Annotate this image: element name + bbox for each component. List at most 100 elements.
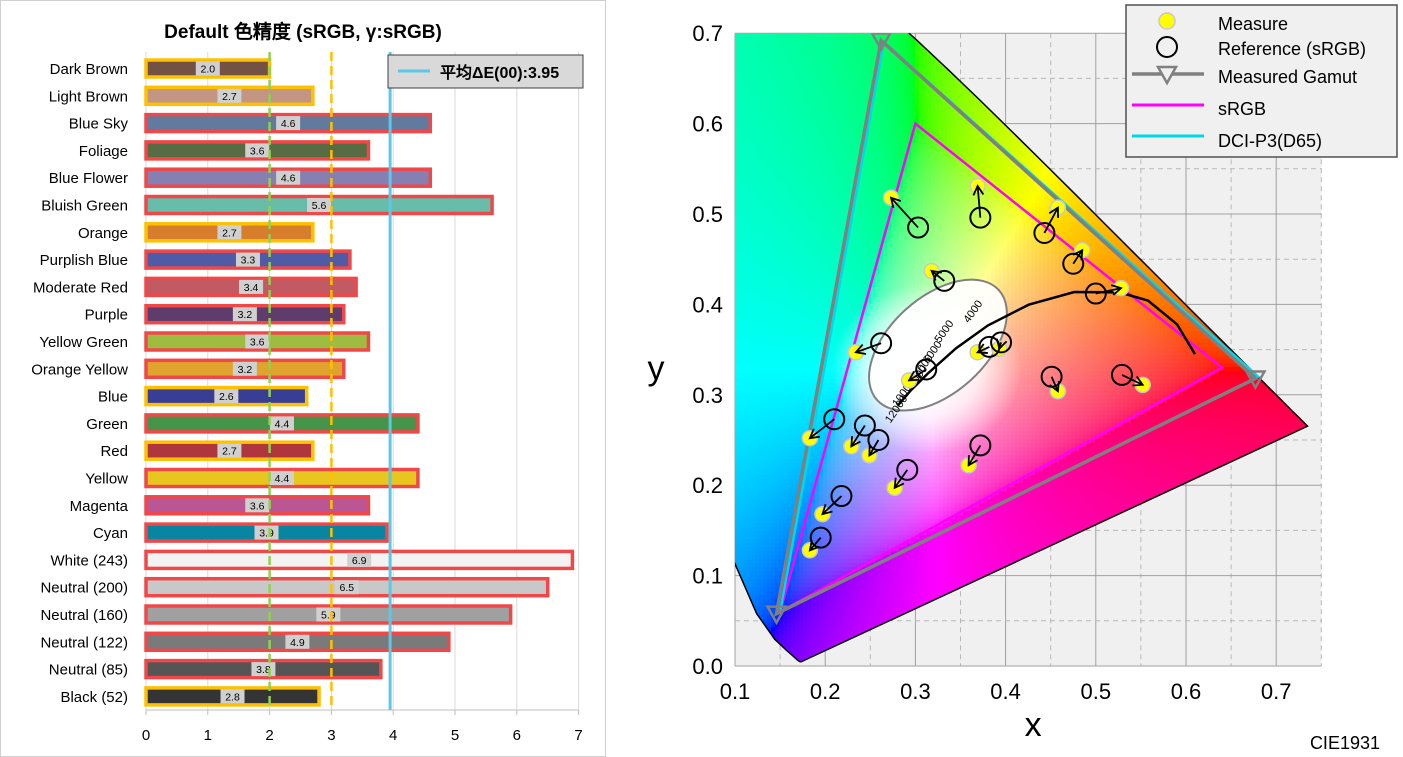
bar-category-label: Light Brown (49, 88, 128, 105)
bar-x-tick-label: 0 (142, 727, 150, 744)
bar-chart-legend: 平均ΔE(00):3.95 (387, 54, 584, 89)
reference-point (907, 216, 930, 239)
bar-category-label: Magenta (70, 498, 129, 515)
reference-point (1033, 221, 1056, 244)
error-arrow-head (808, 540, 820, 552)
error-arrow-head (1049, 380, 1060, 393)
bar-value-label: 3.6 (250, 337, 265, 349)
error-arrow (908, 368, 927, 382)
bar-value-label-bg (239, 279, 264, 294)
bar-value-label-bg (269, 416, 294, 431)
cie-x-tick-label: 0.7 (1261, 679, 1292, 704)
error-arrow-head (893, 477, 905, 490)
error-arrow-head (1072, 248, 1084, 261)
bar-category-label: Orange Yellow (31, 361, 128, 378)
cie-x-tick-label: 0.3 (900, 679, 931, 704)
bar-value-label: 4.6 (281, 118, 296, 130)
bar-value-label: 4.9 (290, 637, 305, 649)
bar-value-label: 3.6 (250, 500, 265, 512)
cie-legend-label: DCI-P3(D65) (1218, 131, 1322, 151)
cie-y-axis-label: y (648, 350, 665, 388)
bar-category-label: Red (100, 443, 128, 460)
cie1931-chromaticity-chart: 4000 5000 6000 7000 8000 10000 12000 0.1 0.2 0.3… (620, 0, 1403, 757)
bar-value-label: 2.7 (222, 446, 237, 458)
reference-point (1084, 282, 1107, 305)
srgb-triangle (778, 121, 1225, 615)
error-arrow-head (821, 504, 833, 516)
bar-category-label: White (243) (50, 552, 128, 569)
bar-value-label-bg (195, 61, 220, 76)
legend-measure-marker (1158, 12, 1176, 30)
bar-value-label-bg (245, 334, 270, 349)
measured-gamut-marker (765, 605, 788, 626)
bar-value-label-bg (316, 607, 341, 622)
bar-value-label: 3.6 (250, 145, 265, 157)
bar-value-label: 2.7 (222, 227, 237, 239)
cie-y-tick-label: 0.3 (692, 383, 723, 408)
bar-value-label-bg (285, 634, 310, 649)
bar-value-label: 3.2 (238, 309, 253, 321)
bar-value-label-bg (220, 689, 245, 704)
bar-value-label: 2.6 (219, 391, 234, 403)
cie-caption: CIE1931 (1310, 733, 1380, 753)
bar-value-label-bg (334, 580, 359, 595)
color-accuracy-bar-chart: Default 色精度 (sRGB, γ:sRGB) Dark Brown 2.0… (0, 0, 606, 757)
measured-gamut-marker (1244, 370, 1267, 391)
reference-point (823, 408, 846, 431)
bar-x-tick-label: 3 (327, 727, 335, 744)
error-arrow (809, 418, 835, 439)
bar-value-label: 3.2 (238, 364, 253, 376)
bar-value-label: 5.6 (312, 200, 327, 212)
reference-point (830, 485, 853, 508)
bar-category-label: Blue (98, 389, 128, 406)
bar-x-tick-label: 7 (574, 727, 582, 744)
bar-value-label-bg (217, 88, 242, 103)
cie-x-tick-label: 0.4 (990, 679, 1021, 704)
cie-x-tick-label: 0.6 (1171, 679, 1202, 704)
bar-category-label: Purplish Blue (40, 252, 128, 269)
bar-value-label-bg (276, 170, 301, 185)
cie-chart-legend: Measure Reference (sRGB) Measured Gamut sRG… (1125, 4, 1398, 158)
bar-value-label-bg (307, 198, 332, 212)
error-arrow-head (850, 435, 861, 448)
error-arrow-head (854, 343, 867, 355)
bar-chart-svg: Default 色精度 (sRGB, γ:sRGB) Dark Brown 2.0… (0, 0, 606, 757)
bar-category-label: Dark Brown (50, 61, 128, 78)
reference-point (933, 269, 956, 292)
error-arrow-head (930, 269, 942, 281)
bar-category-label: Neutral (200) (40, 580, 128, 597)
reference-point (969, 434, 992, 457)
bar-value-label: 6.9 (352, 555, 367, 567)
bar-value-label-bg (276, 116, 301, 131)
error-arrow-head (972, 184, 985, 196)
error-arrow-head (975, 343, 988, 354)
error-arrow-head (1048, 206, 1059, 218)
error-arrow-head (967, 454, 978, 467)
reference-point (867, 429, 890, 451)
bar-value-label-bg (217, 225, 242, 240)
cie-x-axis-label: x (1025, 706, 1042, 744)
cie-y-tick-label: 0.2 (692, 473, 723, 498)
bar-value-label: 4.6 (281, 173, 296, 185)
legend-reference-marker (1156, 36, 1178, 58)
measured-gamut-triangle (774, 36, 1259, 617)
error-arrow (893, 469, 909, 489)
bar-value-label: 3.9 (259, 528, 274, 540)
bar-value-label: 2.8 (225, 691, 240, 703)
bar-value-label: 6.5 (340, 582, 355, 594)
bar-category-label: Moderate Red (33, 279, 128, 296)
bar-x-tick-label: 4 (389, 727, 397, 744)
measured-gamut-marker (870, 33, 892, 52)
bar-value-label: 3.4 (244, 282, 259, 294)
error-arrow-head (808, 428, 821, 440)
reference-point (853, 414, 876, 437)
bar-value-label-bg (235, 252, 260, 267)
bar-x-tick-label: 5 (451, 727, 459, 744)
bar-chart-title: Default 色精度 (sRGB, γ:sRGB) (164, 20, 442, 43)
reference-point (896, 458, 919, 481)
error-arrow (976, 185, 982, 218)
cie-x-tick-label: 0.2 (810, 679, 841, 704)
cie-y-tick-label: 0.5 (692, 202, 723, 227)
error-arrow (1121, 374, 1144, 386)
cie-x-tick-label: 0.1 (720, 679, 751, 704)
